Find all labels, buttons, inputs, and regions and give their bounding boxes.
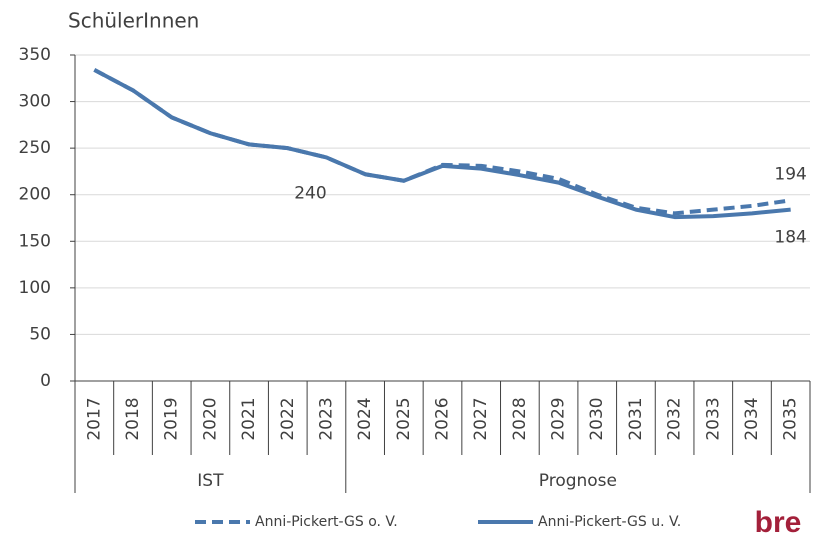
series-line	[93, 68, 791, 216]
group-label: Prognose	[539, 471, 617, 491]
y-tick-label: 250	[19, 138, 51, 158]
y-tick-label: 150	[19, 231, 51, 251]
y-tick-label: 200	[19, 185, 51, 205]
x-tick-label: 2034	[742, 397, 762, 440]
x-tick-label: 2028	[510, 397, 530, 440]
logo: bre	[755, 506, 802, 539]
x-tick-label: 2023	[316, 397, 336, 440]
y-tick-label: 0	[40, 371, 51, 391]
x-tick-label: 2020	[200, 397, 220, 440]
x-tick-label: 2024	[355, 397, 375, 440]
y-tick-label: 300	[19, 92, 51, 112]
x-tick-label: 2035	[781, 397, 801, 440]
x-tick-label: 2033	[703, 397, 723, 440]
x-tick-label: 2031	[626, 397, 646, 440]
x-tick-label: 2019	[162, 397, 182, 440]
data-label: 184	[774, 228, 806, 248]
y-tick-label: 350	[19, 45, 51, 65]
x-tick-label: 2029	[549, 397, 569, 440]
legend-label: Anni-Pickert-GS u. V.	[538, 514, 681, 530]
x-tick-label: 2022	[278, 397, 298, 440]
x-tick-label: 2018	[123, 397, 143, 440]
x-tick-label: 2017	[84, 397, 104, 440]
legend-label: Anni-Pickert-GS o. V.	[255, 514, 398, 530]
data-label: 240	[294, 183, 326, 203]
x-tick-label: 2030	[587, 397, 607, 440]
axis-title: SchülerInnen	[68, 9, 199, 33]
x-tick-label: 2021	[239, 397, 259, 440]
y-tick-label: 50	[29, 324, 51, 344]
x-tick-label: 2032	[665, 397, 685, 440]
x-tick-label: 2026	[433, 397, 453, 440]
y-tick-label: 100	[19, 278, 51, 298]
data-label: 194	[774, 164, 806, 184]
x-tick-label: 2025	[394, 397, 414, 440]
x-tick-label: 2027	[471, 397, 491, 440]
group-label: IST	[197, 471, 224, 491]
